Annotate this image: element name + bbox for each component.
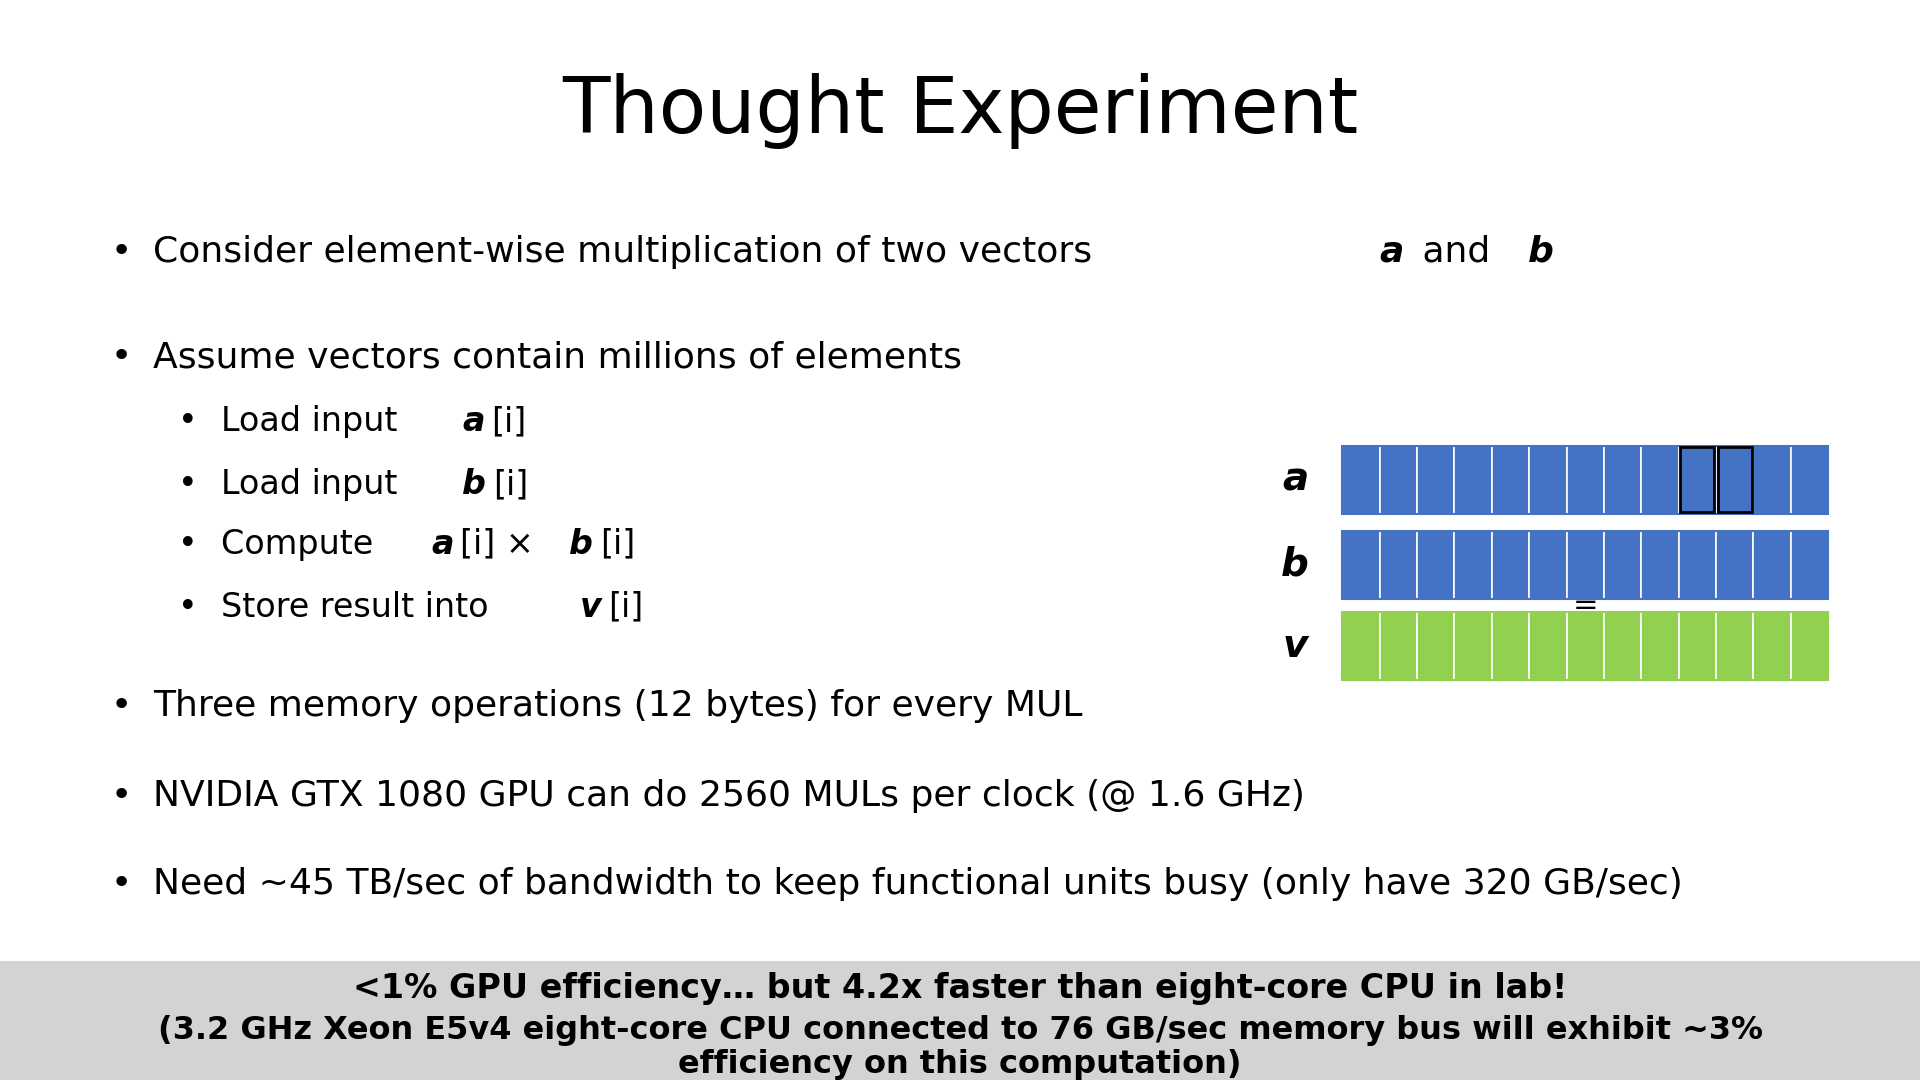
- Bar: [1603, 612, 1642, 680]
- Bar: [1342, 446, 1828, 514]
- Bar: [1678, 530, 1716, 598]
- Bar: [1716, 530, 1753, 598]
- Bar: [1642, 446, 1678, 514]
- Bar: [1417, 530, 1455, 598]
- Bar: [1716, 612, 1753, 680]
- Bar: [1492, 446, 1528, 514]
- Bar: [1380, 530, 1417, 598]
- Bar: [1642, 612, 1678, 680]
- Text: Assume vectors contain millions of elements: Assume vectors contain millions of eleme…: [154, 340, 962, 374]
- Text: b: b: [463, 469, 486, 501]
- Text: (3.2 GHz Xeon E5v4 eight-core CPU connected to 76 GB/sec memory bus will exhibit: (3.2 GHz Xeon E5v4 eight-core CPU connec…: [157, 1015, 1763, 1047]
- Text: Load input: Load input: [221, 405, 407, 438]
- Text: NVIDIA GTX 1080 GPU can do 2560 MULs per clock (@ 1.6 GHz): NVIDIA GTX 1080 GPU can do 2560 MULs per…: [154, 779, 1306, 813]
- Text: [i]: [i]: [609, 591, 643, 623]
- Bar: [1567, 446, 1603, 514]
- Bar: [1342, 446, 1380, 514]
- Bar: [1753, 530, 1791, 598]
- Text: •: •: [111, 340, 132, 374]
- Text: Thought Experiment: Thought Experiment: [563, 72, 1357, 149]
- Bar: [1567, 530, 1603, 598]
- Text: =: =: [1572, 591, 1597, 620]
- Bar: [1753, 446, 1791, 514]
- Text: [i]: [i]: [492, 405, 526, 438]
- Text: •: •: [111, 234, 132, 269]
- Bar: [1380, 612, 1417, 680]
- Text: •: •: [179, 528, 198, 561]
- Text: •: •: [179, 469, 198, 501]
- Bar: [1492, 612, 1528, 680]
- Bar: [1791, 612, 1828, 680]
- Bar: [1528, 530, 1567, 598]
- Text: •: •: [111, 867, 132, 902]
- Bar: [1680, 447, 1715, 512]
- Text: Load input: Load input: [221, 469, 407, 501]
- Bar: [1528, 612, 1567, 680]
- Text: efficiency on this computation): efficiency on this computation): [678, 1049, 1242, 1080]
- Text: a: a: [432, 528, 453, 561]
- Text: v: v: [580, 591, 601, 623]
- Bar: [1567, 612, 1603, 680]
- Text: Consider element-wise multiplication of two vectors: Consider element-wise multiplication of …: [154, 234, 1104, 269]
- Bar: [1528, 446, 1567, 514]
- Bar: [1455, 612, 1492, 680]
- Text: •: •: [179, 591, 198, 623]
- Text: and: and: [1411, 234, 1501, 269]
- Bar: [1455, 446, 1492, 514]
- Bar: [1603, 530, 1642, 598]
- Text: <1% GPU efficiency… but 4.2x faster than eight-core CPU in lab!: <1% GPU efficiency… but 4.2x faster than…: [353, 972, 1567, 1004]
- Bar: [1718, 447, 1751, 512]
- Text: •: •: [179, 405, 198, 438]
- Bar: [1492, 530, 1528, 598]
- Bar: [0, 961, 1920, 1080]
- Text: [i]: [i]: [599, 528, 636, 561]
- Bar: [1380, 446, 1417, 514]
- Text: v: v: [1283, 627, 1308, 665]
- Bar: [1603, 446, 1642, 514]
- Bar: [1791, 530, 1828, 598]
- Text: Need ~45 TB/sec of bandwidth to keep functional units busy (only have 320 GB/sec: Need ~45 TB/sec of bandwidth to keep fun…: [154, 867, 1682, 902]
- Bar: [1342, 530, 1380, 598]
- Text: Store result into: Store result into: [221, 591, 499, 623]
- Text: a: a: [1283, 461, 1308, 499]
- Text: [i]: [i]: [493, 469, 528, 501]
- Text: b: b: [568, 528, 593, 561]
- Bar: [1417, 446, 1455, 514]
- Bar: [1342, 530, 1828, 598]
- Text: a: a: [463, 405, 484, 438]
- Bar: [1642, 530, 1678, 598]
- Bar: [1342, 612, 1380, 680]
- Bar: [1678, 612, 1716, 680]
- Bar: [1678, 446, 1716, 514]
- Bar: [1455, 530, 1492, 598]
- Bar: [1791, 446, 1828, 514]
- Bar: [1753, 612, 1791, 680]
- Text: [i] ×: [i] ×: [461, 528, 545, 561]
- Text: b: b: [1528, 234, 1553, 269]
- Text: Three memory operations (12 bytes) for every MUL: Three memory operations (12 bytes) for e…: [154, 689, 1083, 723]
- Bar: [1716, 446, 1753, 514]
- Text: •: •: [111, 689, 132, 723]
- Text: a: a: [1380, 234, 1404, 269]
- Text: Compute: Compute: [221, 528, 384, 561]
- Text: b: b: [1281, 545, 1308, 583]
- Text: •: •: [111, 779, 132, 813]
- Bar: [1342, 612, 1828, 680]
- Bar: [1417, 612, 1455, 680]
